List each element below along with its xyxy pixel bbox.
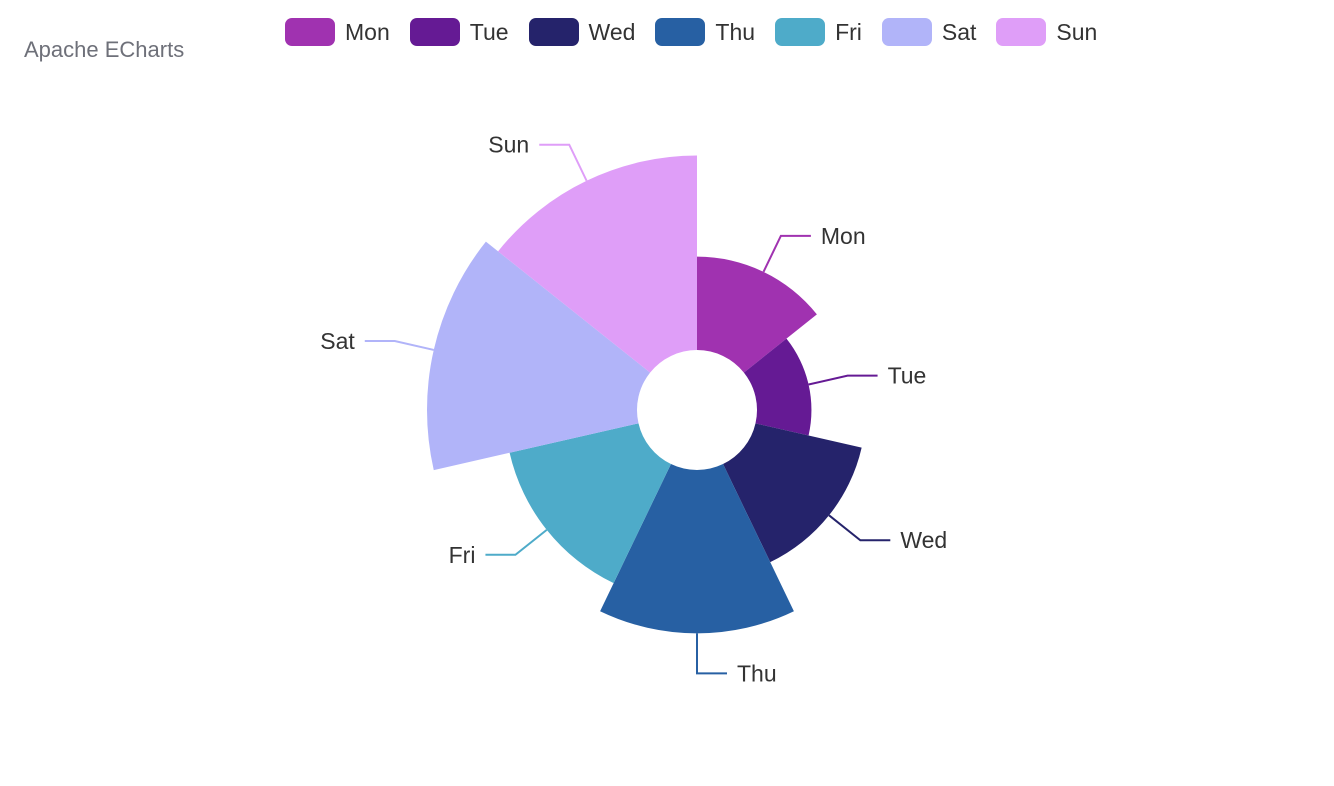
- legend-item-fri[interactable]: Fri: [775, 18, 862, 46]
- legend-label: Tue: [469, 19, 509, 45]
- legend-swatch: [409, 18, 460, 46]
- label-line-mon: [762, 234, 811, 273]
- legend-item-wed[interactable]: Wed: [528, 18, 636, 46]
- slice-thu[interactable]: [600, 464, 794, 634]
- slice-label: Sat: [320, 328, 355, 354]
- label-line-tue: [808, 374, 878, 386]
- slice-label: Mon: [821, 223, 866, 249]
- slice-label: Wed: [900, 527, 947, 553]
- chart-title: Apache ECharts: [24, 37, 185, 62]
- label-line-fri: [485, 529, 548, 556]
- label-line-sun: [539, 143, 588, 182]
- slice-label: Tue: [888, 363, 927, 389]
- legend-swatch: [775, 18, 826, 46]
- legend-swatch: [528, 18, 579, 46]
- legend-swatch: [996, 18, 1047, 46]
- legend-item-sun[interactable]: Sun: [996, 18, 1097, 46]
- slice-label: Fri: [449, 542, 476, 568]
- slice-label: Sun: [488, 132, 529, 158]
- legend-label: Sun: [1056, 19, 1098, 45]
- slice-sat[interactable]: [427, 241, 651, 471]
- label-lines: [364, 143, 891, 675]
- label-line-sat: [364, 340, 434, 351]
- label-line-thu: [696, 633, 727, 675]
- slice-sun[interactable]: [498, 155, 697, 373]
- legend-item-sat[interactable]: Sat: [881, 18, 977, 46]
- legend-swatch: [285, 18, 335, 46]
- slice-tue[interactable]: [743, 338, 812, 436]
- legend-item-mon[interactable]: Mon: [285, 18, 390, 46]
- slice-label: Thu: [737, 660, 777, 686]
- legend-item-thu[interactable]: Thu: [655, 18, 755, 46]
- legend: Mon Tue Wed Thu Fri Sat Sun: [285, 17, 1117, 47]
- slices: [427, 155, 862, 634]
- label-line-wed: [828, 514, 891, 542]
- slice-wed[interactable]: [723, 423, 862, 563]
- legend-label: Fri: [835, 19, 862, 45]
- slice-mon[interactable]: [697, 256, 817, 373]
- legend-item-tue[interactable]: Tue: [409, 18, 509, 46]
- legend-swatch: [655, 18, 706, 46]
- slice-fri[interactable]: [509, 423, 671, 584]
- legend-swatch: [881, 18, 932, 46]
- legend-label: Mon: [345, 19, 390, 45]
- slice-labels: Mon Tue Wed Thu Fri Sat Sun: [320, 132, 947, 687]
- legend-label: Thu: [715, 19, 756, 45]
- legend-label: Wed: [588, 19, 636, 45]
- legend-label: Sat: [941, 19, 977, 45]
